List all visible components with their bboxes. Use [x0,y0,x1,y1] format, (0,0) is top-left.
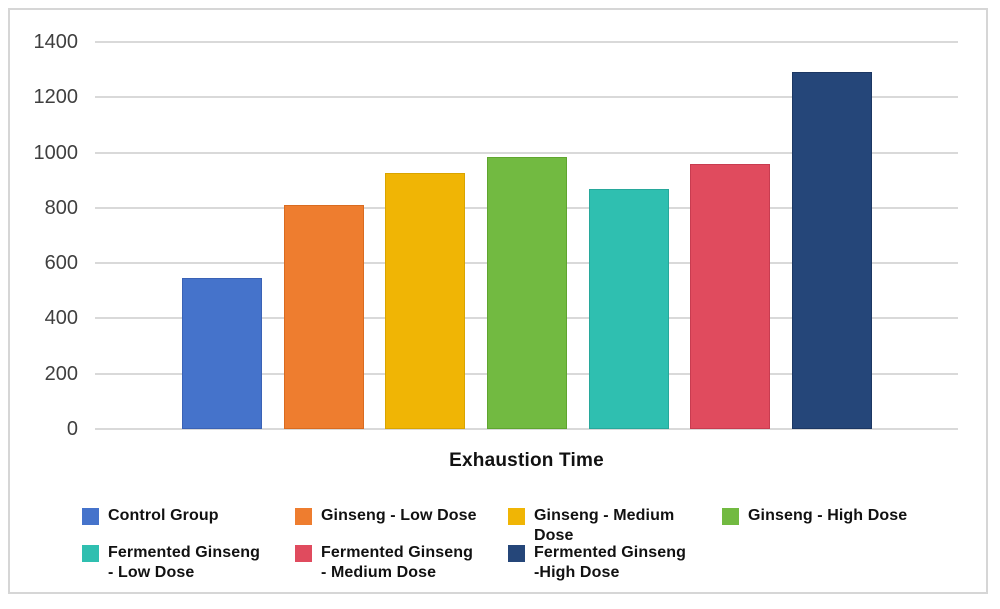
x-axis-title: Exhaustion Time [449,450,604,471]
legend-label-fermented-ginseng-low-dose: Fermented Ginseng - Low Dose [108,544,260,581]
legend-item-ginseng-high-dose: Ginseng - High Dose [722,506,907,526]
legend-label-fermented-ginseng-medium-dose: Fermented Ginseng - Medium Dose [321,544,473,581]
legend-swatch-ginseng-low-dose [295,508,312,525]
bar-control-group [182,278,262,429]
legend-swatch-fermented-ginseng-medium-dose [295,545,312,562]
y-tick-label-800: 800 [44,196,78,219]
y-tick-label-1400: 1400 [33,31,79,53]
gridline-y-1200 [95,96,958,99]
legend-label-ginseng-medium-dose: Ginseng - Medium Dose [534,507,675,544]
legend-label-ginseng-low-dose: Ginseng - Low Dose [321,507,477,524]
legend-label-fermented-ginseng-high-dose: Fermented Ginseng -High Dose [534,544,686,581]
y-tick-label-400: 400 [44,307,78,330]
bar-fermented-ginseng-medium-dose [690,164,770,429]
legend-label-ginseng-high-dose: Ginseng - High Dose [748,507,908,524]
y-tick-label-0: 0 [66,418,78,440]
legend-item-ginseng-medium-dose: Ginseng - Medium Dose [508,506,674,546]
gridline-y-1000 [95,151,958,154]
bar-fermented-ginseng-high-dose [792,72,872,429]
bar-fermented-ginseng-low-dose [589,189,669,429]
legend-swatch-fermented-ginseng-high-dose [508,545,525,562]
legend-item-fermented-ginseng-low-dose: Fermented Ginseng - Low Dose [82,543,260,583]
y-tick-label-200: 200 [44,362,78,385]
legend-swatch-control-group [82,508,99,525]
legend-item-fermented-ginseng-high-dose: Fermented Ginseng -High Dose [508,543,686,583]
legend-item-control-group: Control Group [82,506,219,526]
bar-ginseng-high-dose [487,157,567,429]
y-tick-label-1000: 1000 [33,141,79,164]
y-tick-label-600: 600 [44,252,78,275]
bar-ginseng-medium-dose [385,173,465,429]
legend-swatch-fermented-ginseng-low-dose [82,545,99,562]
bar-ginseng-low-dose [284,205,364,429]
legend-label-control-group: Control Group [108,507,219,524]
legend-swatch-ginseng-high-dose [722,508,739,525]
gridline-y-0 [95,428,958,430]
legend-swatch-ginseng-medium-dose [508,508,525,525]
y-tick-label-1200: 1200 [33,86,79,109]
plot-area [95,41,958,430]
legend-item-ginseng-low-dose: Ginseng - Low Dose [295,506,477,526]
legend-item-fermented-ginseng-medium-dose: Fermented Ginseng - Medium Dose [295,543,473,583]
gridline-y-1400 [95,41,958,43]
